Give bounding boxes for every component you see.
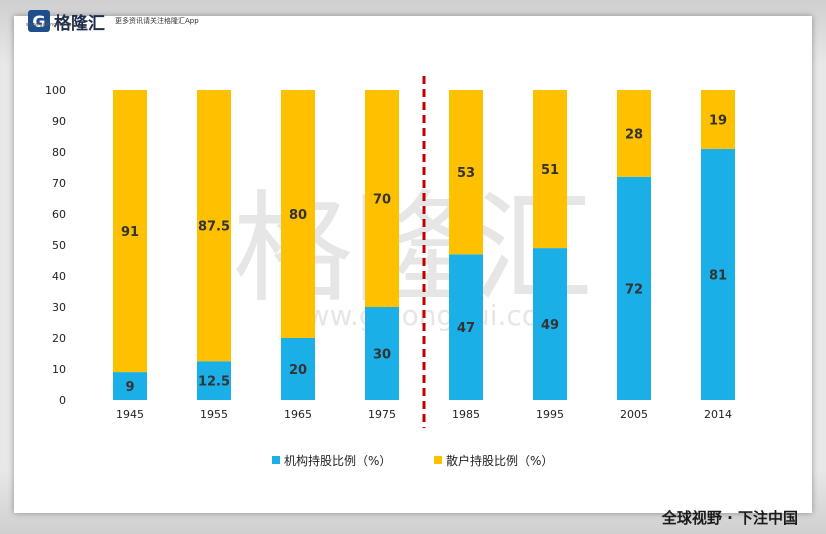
data-label-institutional: 47	[457, 321, 475, 336]
x-tick-label: 1945	[116, 408, 144, 421]
x-tick-label: 1965	[284, 408, 312, 421]
logo-url: www.gelonghui.com	[26, 22, 77, 28]
y-tick-label: 20	[52, 332, 66, 345]
data-label-institutional: 30	[373, 348, 391, 363]
bar-institutional	[701, 148, 735, 400]
data-label-institutional: 72	[625, 282, 643, 297]
y-tick-label: 30	[52, 301, 66, 314]
logo-name: 格隆汇	[54, 13, 105, 34]
legend-retail-swatch	[434, 456, 442, 464]
bar-retail	[113, 90, 147, 373]
x-tick-label: 1995	[536, 408, 564, 421]
footer-slogan: 全球视野 · 下注中国	[661, 509, 798, 527]
data-label-retail: 80	[289, 208, 307, 223]
brand-logo: G 格隆汇 更多资讯请关注格隆汇App	[28, 6, 199, 36]
bar-retail	[617, 90, 651, 177]
y-tick-label: 50	[52, 239, 66, 252]
logo-tagline: 更多资讯请关注格隆汇App	[115, 17, 199, 25]
bar-institutional	[281, 338, 315, 400]
data-label-retail: 28	[625, 127, 643, 142]
legend-institutional-label: 机构持股比例（%）	[284, 453, 391, 468]
logo-g-icon: G	[28, 10, 50, 32]
data-label-retail: 70	[373, 193, 391, 208]
bar-institutional	[617, 176, 651, 400]
data-label-institutional: 12.5	[198, 375, 230, 390]
y-tick-label: 70	[52, 177, 66, 190]
bar-retail	[533, 90, 567, 249]
bar-retail	[365, 90, 399, 307]
data-label-retail: 51	[541, 163, 559, 178]
bar-institutional	[113, 372, 147, 400]
data-label-retail: 87.5	[198, 220, 230, 235]
x-tick-label: 1955	[200, 408, 228, 421]
x-tick-label: 1975	[368, 408, 396, 421]
x-tick-label: 1985	[452, 408, 480, 421]
data-label-retail: 53	[457, 166, 475, 181]
x-tick-label: 2014	[704, 408, 732, 421]
legend-institutional-swatch	[272, 456, 280, 464]
y-tick-label: 90	[52, 115, 66, 128]
y-tick-label: 10	[52, 363, 66, 376]
data-label-institutional: 81	[709, 268, 727, 283]
y-tick-label: 80	[52, 146, 66, 159]
bar-retail	[281, 90, 315, 338]
data-label-institutional: 9	[125, 380, 134, 395]
bar-retail	[197, 90, 231, 362]
bar-institutional	[449, 254, 483, 400]
bar-institutional	[197, 361, 231, 400]
y-tick-label: 0	[59, 394, 66, 407]
data-label-retail: 19	[709, 113, 727, 128]
data-label-retail: 91	[121, 225, 139, 240]
bar-institutional	[533, 248, 567, 400]
y-tick-label: 60	[52, 208, 66, 221]
bar-retail	[449, 90, 483, 255]
x-tick-label: 2005	[620, 408, 648, 421]
y-tick-label: 100	[45, 84, 66, 97]
y-tick-label: 40	[52, 270, 66, 283]
data-label-institutional: 49	[541, 318, 559, 333]
legend-retail-label: 散户持股比例（%）	[446, 453, 553, 468]
bar-institutional	[365, 307, 399, 400]
bar-retail	[701, 90, 735, 149]
data-label-institutional: 20	[289, 363, 307, 378]
